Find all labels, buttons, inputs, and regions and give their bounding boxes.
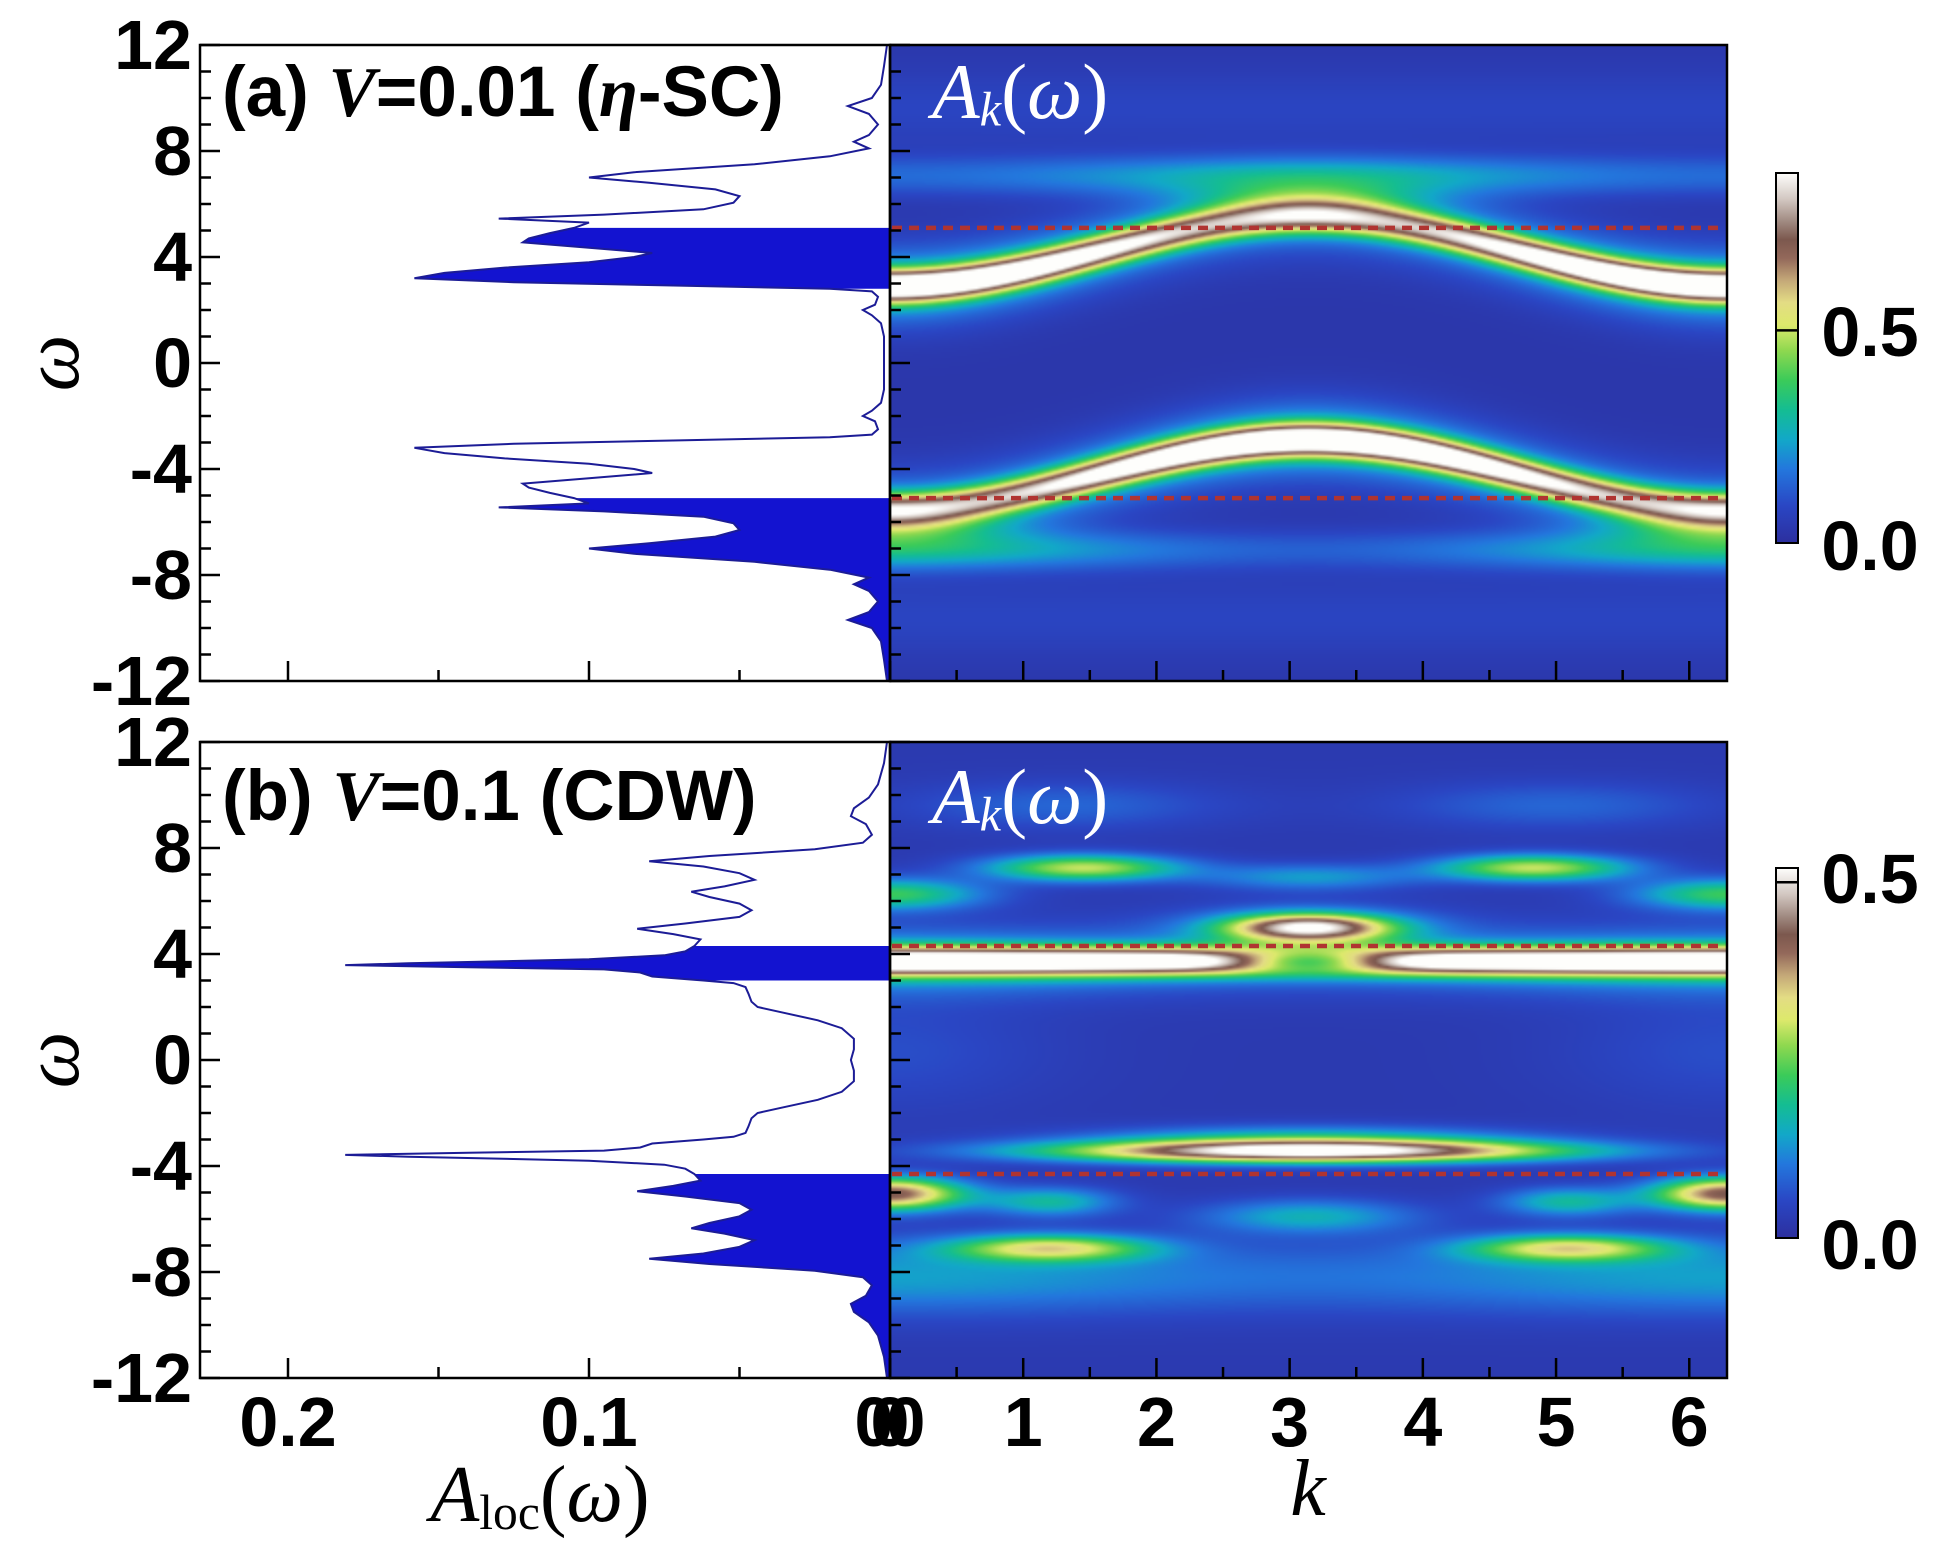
heatmap-panel-a: [890, 45, 1727, 681]
k-axis-label: k: [1290, 1445, 1326, 1533]
text-run: ): [1082, 48, 1109, 135]
k-tick-label: 6: [1669, 1383, 1709, 1461]
k-tick-label: 3: [1270, 1383, 1310, 1461]
text-run: ω: [1027, 48, 1083, 135]
aloc-fill-a: [414, 227, 890, 289]
k-tick-label: 2: [1136, 1383, 1176, 1461]
omega-tick-label-a: 4: [153, 218, 192, 296]
text-run: 0.1 (: [421, 757, 564, 836]
omega-tick-label-b: 8: [153, 809, 192, 887]
text-run: (: [539, 1451, 567, 1540]
panel-b-heatmap-label: Ak(ω): [932, 757, 1108, 840]
k-tick-label: 5: [1536, 1383, 1576, 1461]
omega-tick-label-b: -4: [129, 1127, 192, 1205]
aloc-fill-a: [498, 498, 890, 681]
omega-tick-label-b: -12: [90, 1339, 192, 1417]
text-run: k: [979, 788, 1002, 842]
text-run: ): [1082, 753, 1109, 840]
text-run: -SC): [637, 53, 784, 132]
text-run: ω: [1027, 753, 1083, 840]
panel-a-title: (a) V=0.01 (η-SC): [222, 57, 784, 129]
text-run: (b): [222, 757, 333, 836]
aloc-axis-label: Aloc(ω): [430, 1454, 649, 1538]
aloc-tick-label: 0.2: [239, 1383, 337, 1461]
colorbar-b-label-05: 0.5: [1821, 840, 1919, 919]
colorbar-cbgA: [1775, 172, 1799, 544]
omega-tick-label-a: -4: [129, 430, 192, 508]
text-run: =: [379, 757, 422, 836]
colorbar-cbgB: [1775, 867, 1799, 1239]
colorbar-b-label-00: 0.0: [1821, 1206, 1919, 1284]
panel-b-title: (b) V=0.1 (CDW): [222, 761, 757, 833]
aloc-fill-b: [637, 1174, 890, 1378]
text-run: η: [598, 54, 638, 132]
omega-tick-label-b: 0: [153, 1021, 192, 1099]
colorbar-a-label-00: 0.0: [1821, 507, 1919, 585]
text-run: loc: [479, 1485, 540, 1541]
k-tick-label: 1: [1003, 1383, 1043, 1461]
aloc-fill-b: [345, 946, 890, 981]
text-run: V: [328, 54, 376, 132]
aloc-tick-label: 0.1: [540, 1383, 638, 1461]
colorbar-a-label-05: 0.5: [1821, 293, 1919, 372]
panel-a-heatmap-label: Ak(ω): [932, 52, 1108, 135]
omega-tick-label-a: -8: [129, 536, 192, 614]
text-run: A: [430, 1451, 480, 1540]
omega-tick-label-b: -8: [129, 1233, 192, 1311]
text-run: (a): [222, 53, 329, 132]
left-plot-frame: [198, 43, 892, 683]
aloc-curve-a: [414, 44, 888, 682]
omega-tick-label-b: 12: [114, 703, 192, 781]
text-run: A: [932, 48, 980, 135]
junction-zero-label: 0: [854, 1383, 894, 1461]
left-plot-frame: [198, 740, 892, 1380]
omega-tick-label-a: 12: [114, 6, 192, 84]
junction-zero-label: 0: [870, 1383, 910, 1461]
omega-tick-label-a: -12: [90, 642, 192, 720]
junction-zero-label: 0: [886, 1383, 926, 1461]
text-run: V: [332, 758, 380, 836]
aloc-curve-b: [345, 741, 888, 1379]
omega-tick-label-b: 4: [153, 915, 192, 993]
text-run: CDW): [563, 757, 757, 836]
omega-tick-label-a: 8: [153, 112, 192, 190]
text-run: (: [1001, 48, 1028, 135]
text-run: ): [622, 1451, 650, 1540]
text-run: A: [932, 753, 980, 840]
text-run: 0.01 (: [417, 53, 599, 132]
omega-tick-label-a: 0: [153, 324, 192, 402]
k-tick-label: 4: [1403, 1383, 1443, 1461]
text-run: =: [375, 53, 418, 132]
text-run: ω: [566, 1451, 623, 1540]
text-run: (: [1001, 753, 1028, 840]
text-run: k: [979, 83, 1002, 137]
